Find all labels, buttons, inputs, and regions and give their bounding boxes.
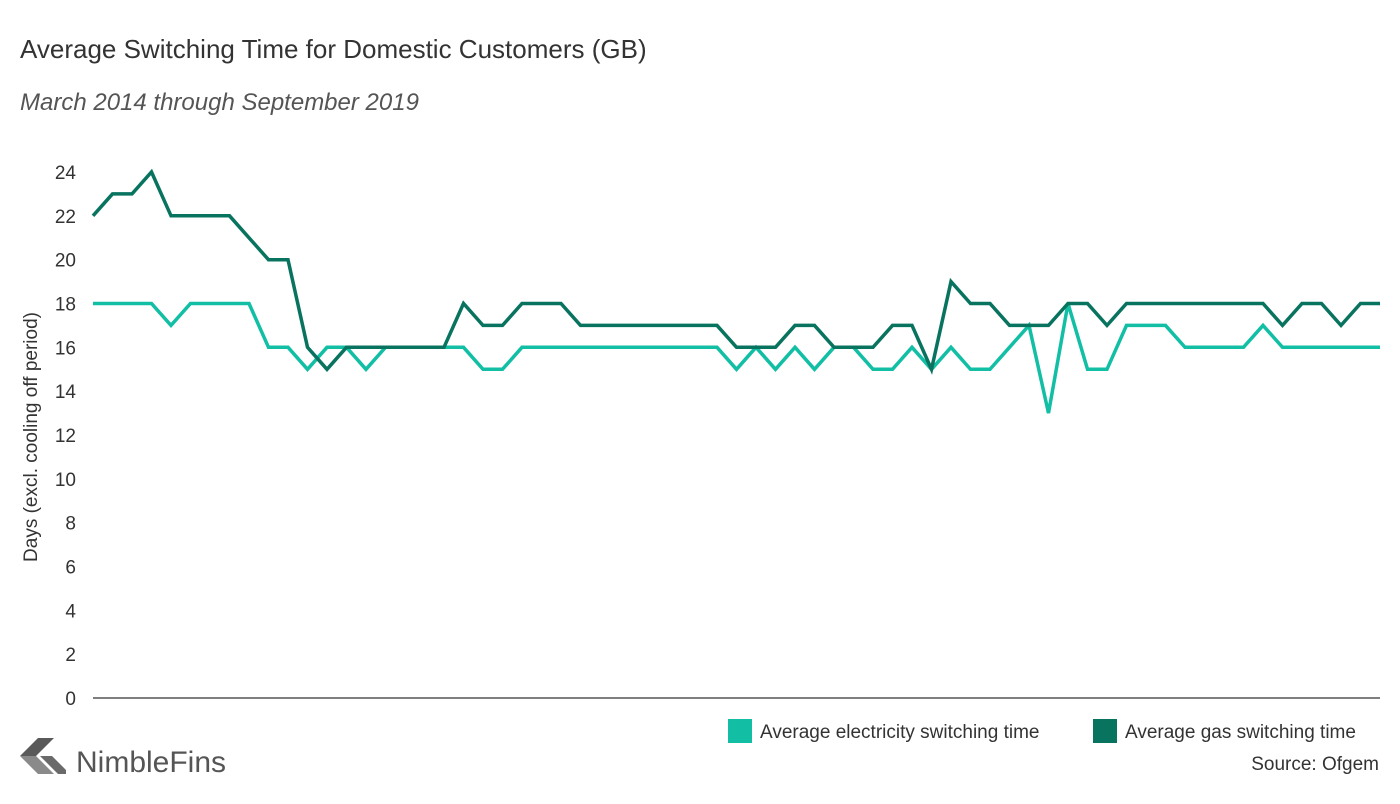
y-tick-label: 8 xyxy=(65,514,76,535)
legend-swatch-gas xyxy=(1093,719,1117,743)
legend-label-electricity: Average electricity switching time xyxy=(760,722,1039,743)
y-tick-label: 2 xyxy=(65,645,76,666)
chevron-logo-icon xyxy=(20,738,66,774)
y-tick-label: 4 xyxy=(65,601,76,622)
brand-name: NimbleFins xyxy=(76,746,226,779)
y-tick-label: 22 xyxy=(55,207,76,228)
y-tick-label: 16 xyxy=(55,338,76,359)
y-tick-label: 20 xyxy=(55,251,76,272)
brand-logo: NimbleFins xyxy=(20,738,226,779)
series-line-gas xyxy=(91,168,1380,375)
legend-label-gas: Average gas switching time xyxy=(1125,722,1356,743)
y-tick-label: 12 xyxy=(55,426,76,447)
legend: Average electricity switching time Avera… xyxy=(728,719,1356,743)
chart-subtitle: March 2014 through September 2019 xyxy=(20,89,419,116)
y-tick-label: 0 xyxy=(65,689,76,710)
legend-swatch-electricity xyxy=(728,719,752,743)
chart-title: Average Switching Time for Domestic Cust… xyxy=(20,34,647,64)
source-note: Source: Ofgem xyxy=(1251,754,1379,775)
series-lines xyxy=(91,168,1380,414)
y-tick-label: 24 xyxy=(55,163,77,184)
series-line-electricity xyxy=(93,301,1380,414)
y-tick-label: 6 xyxy=(65,558,76,579)
y-tick-label: 10 xyxy=(55,470,76,491)
y-tick-label: 14 xyxy=(55,382,77,403)
y-axis-label: Days (excl. cooling off period) xyxy=(21,312,42,562)
y-tick-label: 18 xyxy=(55,295,76,316)
